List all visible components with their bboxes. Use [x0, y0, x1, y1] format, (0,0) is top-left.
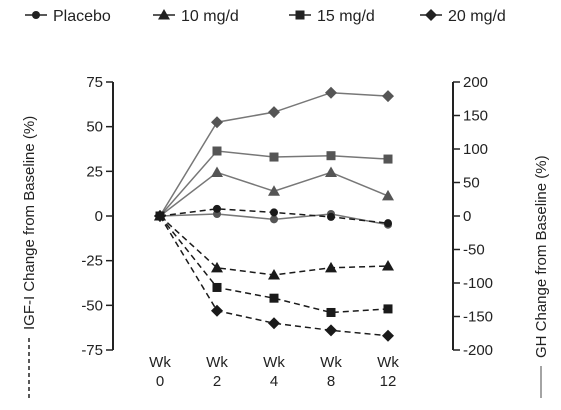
data-point-square	[326, 151, 336, 161]
x-axis-tick-label: Wk	[263, 354, 285, 371]
plot-area	[154, 86, 394, 342]
data-point-square	[326, 307, 336, 317]
data-point-triangle	[325, 166, 337, 177]
left-axis-tick-label: -25	[81, 253, 103, 270]
left-axis-title: IGF-I Change from Baseline (%)	[21, 116, 38, 330]
legend-item: Placebo	[25, 8, 111, 25]
data-point-circle	[270, 215, 278, 224]
series-right-diamond	[154, 86, 394, 222]
x-axis-tick-label: 8	[327, 373, 335, 390]
legend-item: 10 mg/d	[153, 8, 239, 25]
right-axis-tick-label: 150	[463, 108, 488, 125]
data-point-square	[212, 146, 222, 156]
axis-titles: IGF-I Change from Baseline (%) GH Change …	[21, 116, 550, 398]
right-axis-tick-label: 50	[463, 175, 480, 192]
data-point-circle	[384, 219, 392, 228]
data-point-square	[383, 304, 393, 314]
x-axis-tick-label: Wk	[149, 354, 171, 371]
x-axis-tick-label: 4	[270, 373, 278, 390]
data-point-diamond	[211, 304, 223, 317]
data-point-triangle	[211, 166, 223, 177]
x-axis-tick-label: Wk	[206, 354, 228, 371]
x-axis: Wk 0 Wk 2 Wk 4 Wk 8 Wk 12	[149, 354, 399, 390]
legend: Placebo 10 mg/d 15 mg/d 20 mg/d	[25, 8, 506, 25]
data-point-triangle	[382, 260, 394, 271]
legend-marker-triangle	[158, 9, 170, 20]
data-point-triangle	[268, 268, 280, 280]
data-point-square	[269, 293, 279, 303]
data-point-diamond	[268, 106, 280, 119]
data-point-square	[383, 154, 393, 164]
left-axis-tick-label: 0	[95, 208, 103, 225]
x-axis-tick-label: 0	[156, 373, 164, 390]
legend-marker-square	[295, 10, 305, 20]
data-point-triangle	[211, 261, 223, 273]
data-point-diamond	[268, 317, 280, 330]
right-axis-title-group: GH Change from Baseline (%)	[533, 155, 550, 398]
legend-label: 10 mg/d	[181, 8, 239, 25]
legend-label: Placebo	[53, 8, 111, 25]
x-axis-tick-label: Wk	[377, 354, 399, 371]
legend-item: 15 mg/d	[289, 8, 375, 25]
data-point-diamond	[211, 116, 223, 129]
right-axis-tick-label: -150	[463, 309, 493, 326]
series-line	[159, 215, 389, 337]
right-axis-tick-label: -200	[463, 342, 493, 359]
left-axis-tick-label: -50	[81, 297, 103, 314]
legend-marker-diamond	[425, 9, 437, 21]
left-axis-tick-label: 50	[86, 119, 103, 136]
data-point-triangle	[382, 189, 394, 201]
data-point-diamond	[325, 324, 337, 337]
legend-item: 20 mg/d	[420, 8, 506, 25]
legend-label: 20 mg/d	[448, 8, 506, 25]
right-axis-tick-label: -50	[463, 242, 485, 259]
data-point-triangle	[268, 185, 280, 196]
data-point-square	[212, 282, 222, 292]
series-left-square	[155, 211, 393, 317]
left-axis-title-group: IGF-I Change from Baseline (%)	[21, 116, 38, 398]
series-left-diamond	[154, 210, 394, 342]
right-axis-tick-label: 100	[463, 141, 488, 158]
x-axis-tick-label: 12	[380, 373, 397, 390]
left-y-axis: 75 50 25 0 -25 -50 -75	[81, 74, 114, 359]
x-axis-tick-label: 2	[213, 373, 221, 390]
series-left-circle	[156, 204, 392, 228]
data-point-square	[269, 152, 279, 162]
data-point-diamond	[382, 329, 394, 342]
right-axis-tick-label: 0	[463, 208, 471, 225]
data-point-diamond	[325, 86, 337, 99]
right-axis-title: GH Change from Baseline (%)	[533, 155, 550, 358]
legend-marker-circle	[32, 11, 40, 19]
data-point-triangle	[325, 261, 337, 273]
right-axis-tick-label: -100	[463, 275, 493, 292]
series-line	[159, 215, 389, 276]
data-point-circle	[327, 212, 335, 221]
series-line	[159, 215, 389, 314]
x-axis-tick-label: Wk	[320, 354, 342, 371]
left-axis-tick-label: 25	[86, 163, 103, 180]
data-point-diamond	[382, 90, 394, 103]
left-axis-tick-label: 75	[86, 74, 103, 91]
data-point-circle	[213, 204, 221, 213]
legend-label: 15 mg/d	[317, 8, 375, 25]
right-axis-tick-label: 200	[463, 74, 488, 91]
left-axis-tick-label: -75	[81, 342, 103, 359]
data-point-diamond	[154, 210, 166, 222]
right-y-axis: 200 150 100 50 0 -50 -100 -150 -200	[452, 74, 493, 359]
data-point-circle	[270, 208, 278, 217]
